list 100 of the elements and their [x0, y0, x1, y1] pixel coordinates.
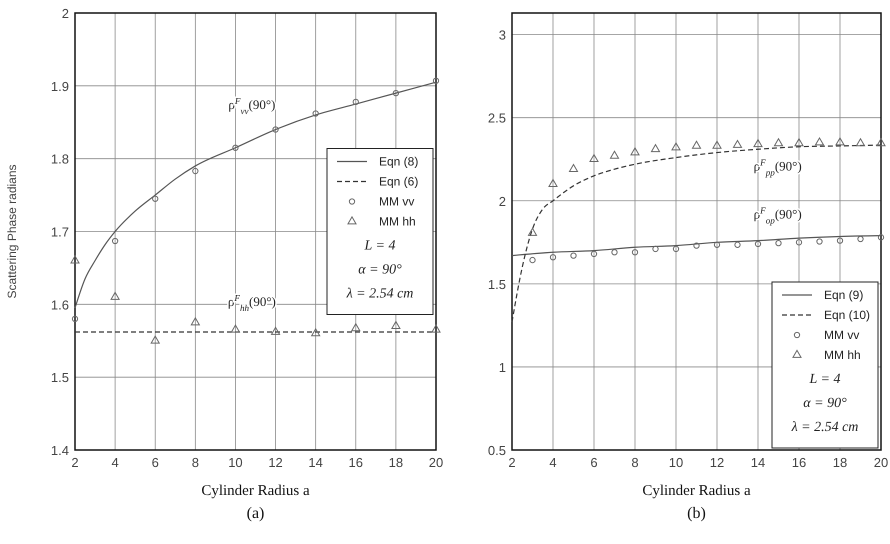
- point: [878, 234, 884, 240]
- point: [794, 138, 804, 146]
- point: [352, 98, 359, 105]
- point: [753, 139, 763, 148]
- x-tick-label: 14: [750, 455, 766, 470]
- legend-label: Eqn (10): [824, 308, 870, 322]
- x-tick-label: 2: [71, 455, 79, 470]
- y-tick-label: 2.5: [488, 110, 506, 126]
- x-tick-label: 4: [549, 455, 557, 470]
- point: [589, 154, 599, 162]
- x-tick-label: 20: [428, 455, 444, 470]
- y-tick-label: 2: [498, 194, 506, 209]
- point: [432, 78, 440, 84]
- point: [590, 250, 598, 258]
- point: [754, 240, 762, 248]
- annotation: λ = 2.54 cm: [346, 286, 414, 302]
- x-tick-label: 10: [228, 455, 243, 470]
- line-series: [511, 235, 882, 256]
- annotation: L = 4: [808, 372, 840, 387]
- x-tick-label: 16: [792, 455, 806, 470]
- point: [112, 238, 118, 244]
- x-tick-label: 18: [832, 455, 848, 470]
- point: [775, 240, 782, 246]
- point: [796, 239, 802, 246]
- annotation: λ = 2.54 cm: [790, 420, 858, 435]
- y-tick-label: 2: [62, 6, 69, 21]
- point: [72, 316, 78, 322]
- y-tick-label: 1.5: [50, 370, 69, 386]
- text: (a): [246, 505, 264, 522]
- x-tick-label: 18: [388, 455, 404, 470]
- legend-label: MM vv: [379, 194, 414, 208]
- y-tick-label: 1.7: [50, 224, 69, 240]
- point: [392, 90, 400, 96]
- point: [835, 137, 845, 146]
- annotation: α = 90°: [803, 396, 848, 411]
- x-tick-label: 4: [111, 455, 119, 470]
- y-axis-title: Scattering Phase radians: [5, 164, 19, 299]
- point: [271, 326, 280, 335]
- line-series: [74, 82, 437, 309]
- point: [272, 126, 279, 133]
- x-tick-label: 6: [152, 455, 159, 470]
- point: [431, 324, 441, 333]
- legend-label: MM hh: [379, 214, 416, 228]
- y-tick-label: 1: [498, 360, 506, 375]
- point: [230, 324, 240, 333]
- legend-label: MM hh: [824, 348, 861, 362]
- text: (b): [687, 505, 706, 522]
- point: [152, 196, 158, 202]
- x-axis-title: Cylinder Radius a: [642, 483, 751, 499]
- x-tick-label: 8: [192, 455, 199, 470]
- y-tick-label: 1.9: [50, 78, 69, 94]
- point: [391, 321, 400, 330]
- point: [611, 249, 618, 256]
- point: [672, 246, 680, 252]
- x-tick-label: 12: [268, 455, 283, 470]
- y-tick-label: 1.6: [50, 297, 69, 312]
- point: [110, 292, 120, 300]
- point: [568, 164, 578, 172]
- point: [192, 168, 198, 174]
- point: [150, 336, 160, 344]
- x-tick-label: 12: [710, 455, 724, 470]
- point: [712, 140, 722, 149]
- point: [836, 238, 844, 244]
- point: [650, 144, 660, 152]
- point: [312, 110, 319, 117]
- legend-label: Eqn (6): [379, 174, 418, 188]
- y-tick-label: 1.4: [50, 443, 69, 458]
- point: [232, 144, 239, 151]
- point: [190, 317, 200, 326]
- point: [857, 236, 864, 242]
- annotation: ρ$^{F}$$_{hh}$(90°): [228, 292, 276, 313]
- point: [548, 179, 558, 187]
- point: [632, 249, 638, 256]
- x-tick-label: 2: [508, 455, 516, 470]
- point: [774, 138, 784, 146]
- point: [714, 242, 720, 248]
- point: [529, 256, 536, 264]
- x-tick-label: 8: [631, 455, 639, 470]
- annotation: ρ$^{F}$$_{vv}$(90°): [228, 96, 276, 116]
- x-tick-label: 20: [874, 455, 888, 470]
- annotation: α = 90°: [358, 262, 402, 278]
- legend-label: MM vv: [824, 328, 860, 342]
- point: [693, 242, 700, 249]
- point: [550, 254, 556, 260]
- point: [734, 242, 741, 248]
- annotation: L = 4: [364, 238, 396, 254]
- point: [351, 323, 360, 332]
- point: [732, 140, 742, 148]
- y-tick-label: 1.5: [488, 276, 506, 292]
- point: [692, 140, 702, 149]
- y-tick-label: 1.8: [50, 152, 69, 167]
- point: [570, 252, 577, 259]
- x-tick-label: 6: [590, 455, 598, 470]
- point: [876, 138, 886, 146]
- legend-label: Eqn (8): [379, 154, 418, 168]
- point: [671, 142, 681, 150]
- y-tick-label: 3: [498, 28, 506, 43]
- x-tick-label: 14: [308, 455, 323, 470]
- point: [630, 147, 640, 156]
- point: [814, 137, 824, 146]
